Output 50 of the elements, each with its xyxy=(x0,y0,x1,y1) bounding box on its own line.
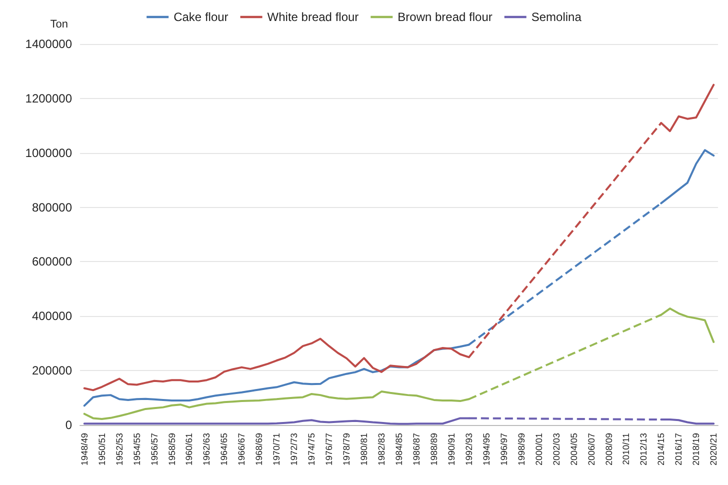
x-tick-label: 1980/81 xyxy=(359,433,370,466)
x-tick-label: 1998/99 xyxy=(516,433,526,466)
x-tick-label: 1958/59 xyxy=(166,433,177,466)
legend-label: Brown bread flour xyxy=(398,10,492,24)
x-tick-label: 2002/03 xyxy=(551,433,562,466)
x-tick-label: 1970/71 xyxy=(272,433,282,466)
x-tick-label: 1960/61 xyxy=(184,433,194,466)
legend-label: Cake flour xyxy=(174,10,228,24)
y-tick-label: 600000 xyxy=(32,254,72,269)
x-tick-label: 1962/63 xyxy=(202,433,212,466)
y-tick-label: 0 xyxy=(65,418,72,432)
x-tick-label: 2010/11 xyxy=(621,433,632,465)
x-tick-label: 1952/53 xyxy=(114,433,124,466)
x-tick-label: 1982/83 xyxy=(376,433,387,466)
x-tick-label: 1978/79 xyxy=(342,433,352,466)
x-tick-label: 1994/95 xyxy=(481,433,492,466)
y-tick-label: 1400000 xyxy=(25,37,72,51)
x-tick-label: 1948/49 xyxy=(79,433,90,466)
y-tick-label: 400000 xyxy=(32,309,72,324)
x-tick-label: 1968/69 xyxy=(254,433,264,466)
x-tick-label: 2006/07 xyxy=(586,433,596,466)
x-tick-label: 1974/75 xyxy=(306,433,317,466)
x-tick-label: 1976/77 xyxy=(324,433,334,466)
x-tick-label: 1954/55 xyxy=(132,433,142,466)
x-tick-label: 2008/09 xyxy=(604,433,614,466)
x-tick-label: 2016/17 xyxy=(674,433,684,466)
y-tick-label: 1000000 xyxy=(25,146,72,160)
y-tick-label: 200000 xyxy=(32,364,72,378)
x-tick-label: 2020/21 xyxy=(708,433,719,466)
x-tick-label: 2004/05 xyxy=(568,433,579,466)
x-tick-label: 1990/91 xyxy=(446,433,456,466)
x-tick-label: 1964/65 xyxy=(219,433,230,466)
x-tick-label: 2000/01 xyxy=(534,433,544,466)
x-tick-label: 2012/13 xyxy=(638,433,649,466)
legend-label: White bread flour xyxy=(267,10,359,24)
y-tick-label: 800000 xyxy=(32,200,72,214)
y-axis-title: Ton xyxy=(50,18,68,30)
x-tick-label: 1984/85 xyxy=(394,433,404,466)
legend-label: Semolina xyxy=(531,10,582,24)
x-tick-label: 1992/93 xyxy=(464,433,474,466)
y-tick-label: 1200000 xyxy=(25,91,72,106)
x-tick-label: 2018/19 xyxy=(691,433,702,466)
x-tick-label: 1966/67 xyxy=(236,433,247,466)
x-tick-label: 1972/73 xyxy=(289,433,300,466)
x-tick-label: 1988/89 xyxy=(428,433,439,466)
x-tick-label: 1996/97 xyxy=(498,433,509,466)
x-tick-label: 2014/15 xyxy=(656,433,666,466)
x-tick-label: 1956/57 xyxy=(149,433,160,466)
x-tick-label: 1986/87 xyxy=(411,433,422,466)
x-tick-label: 1950/51 xyxy=(96,433,107,466)
